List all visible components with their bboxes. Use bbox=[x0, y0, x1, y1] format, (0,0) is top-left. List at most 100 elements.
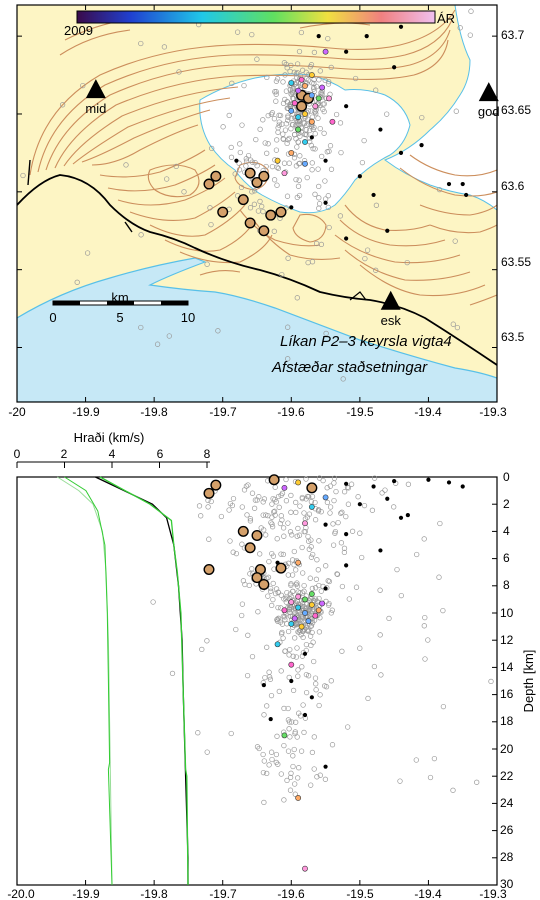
earthquake-marker-small bbox=[302, 131, 309, 137]
earthquake-marker-small bbox=[339, 509, 345, 515]
earthquake-marker-small bbox=[305, 628, 311, 634]
earthquake-marker-small bbox=[299, 590, 306, 596]
earthquake-marker-small bbox=[325, 81, 332, 87]
earthquake-marker-small bbox=[308, 642, 314, 649]
earthquake-marker-small bbox=[292, 781, 298, 787]
earthquake-marker-small bbox=[209, 145, 215, 152]
section-panel: Hraði (km/s) 0 2 4 6 8 0 2 4 6 8 10 12 1… bbox=[7, 430, 536, 900]
earthquake-marker-colored bbox=[302, 83, 308, 89]
earthquake-marker-small bbox=[240, 578, 247, 584]
earthquake-marker-small bbox=[236, 160, 242, 166]
contour-line bbox=[164, 219, 256, 252]
scale-bar-segment bbox=[161, 301, 188, 305]
contour-line bbox=[117, 177, 226, 206]
earthquake-marker-small bbox=[138, 232, 144, 238]
earthquake-marker-small bbox=[287, 734, 293, 740]
earthquake-marker-large bbox=[275, 206, 287, 218]
station-label: mid bbox=[85, 101, 106, 116]
earthquake-marker-small bbox=[255, 208, 262, 214]
earthquake-marker-small bbox=[308, 623, 315, 629]
earthquake-marker-black bbox=[419, 143, 424, 148]
earthquake-marker-small bbox=[283, 88, 290, 94]
contour-line bbox=[91, 124, 199, 166]
earthquake-marker-black bbox=[446, 480, 452, 485]
earthquake-marker-small bbox=[268, 588, 274, 594]
earthquake-marker-colored bbox=[305, 618, 312, 625]
earthquake-marker-small bbox=[269, 524, 276, 530]
earthquake-marker-small bbox=[280, 551, 287, 558]
earthquake-marker-small bbox=[303, 476, 309, 482]
contour-line bbox=[469, 294, 497, 306]
earthquake-marker-small bbox=[138, 40, 144, 47]
earthquake-marker-small bbox=[181, 189, 187, 195]
earthquake-marker-large bbox=[275, 562, 287, 574]
earthquake-marker-small bbox=[227, 500, 234, 507]
earthquake-marker-small bbox=[208, 221, 214, 228]
earthquake-marker-large bbox=[237, 194, 249, 206]
earthquake-marker-small bbox=[414, 551, 420, 558]
earthquake-marker-small bbox=[311, 766, 317, 772]
earthquake-marker-small bbox=[361, 502, 368, 509]
contour-line bbox=[107, 164, 216, 192]
earthquake-marker-small bbox=[315, 166, 321, 172]
earthquake-marker-small bbox=[176, 69, 182, 75]
earthquake-marker-small bbox=[457, 25, 463, 31]
earthquake-marker-small bbox=[324, 499, 331, 506]
earthquake-marker-small bbox=[316, 195, 322, 201]
earthquake-marker-small bbox=[311, 734, 317, 740]
earthquake-marker-small bbox=[298, 748, 305, 754]
earthquake-marker-small bbox=[220, 124, 226, 130]
earthquake-marker-small bbox=[254, 163, 260, 169]
earthquake-marker-small bbox=[304, 174, 310, 181]
earthquake-marker-small bbox=[296, 192, 303, 199]
earthquake-marker-small bbox=[269, 514, 275, 520]
earthquake-marker-small bbox=[274, 536, 280, 542]
earthquake-marker-small bbox=[327, 143, 334, 149]
earthquake-marker-small bbox=[286, 674, 292, 681]
earthquake-marker-small bbox=[431, 755, 438, 762]
earthquake-marker-small bbox=[228, 154, 235, 160]
earthquake-marker-small bbox=[243, 158, 250, 164]
earthquake-marker-small bbox=[278, 492, 284, 498]
earthquake-marker-small bbox=[404, 259, 410, 266]
earthquake-marker-small bbox=[289, 121, 295, 128]
earthquake-marker-small bbox=[269, 756, 275, 763]
earthquake-marker-small bbox=[286, 135, 292, 142]
earthquake-marker-small bbox=[287, 609, 293, 616]
earthquake-marker-small bbox=[312, 499, 318, 506]
scale-bar: km 0 5 10 bbox=[49, 290, 195, 325]
earthquake-marker-black bbox=[234, 158, 239, 163]
earthquake-marker-small bbox=[307, 64, 314, 70]
earthquake-marker-colored bbox=[295, 87, 302, 94]
earthquake-marker-small bbox=[278, 631, 285, 637]
section-frame bbox=[16, 476, 498, 886]
earthquake-marker-small bbox=[323, 330, 329, 337]
earthquake-marker-small bbox=[309, 259, 316, 265]
depth-axis-label: Depth [km] bbox=[521, 650, 536, 713]
contour-line bbox=[199, 269, 241, 276]
earthquake-marker-small bbox=[226, 112, 232, 119]
earthquake-marker-small bbox=[308, 554, 315, 560]
scale-bar-label: 0 bbox=[49, 310, 56, 325]
earthquake-marker-small bbox=[227, 538, 233, 544]
earthquake-marker-small bbox=[273, 586, 280, 592]
earthquake-marker-small bbox=[291, 746, 297, 753]
earthquake-marker-small bbox=[239, 601, 246, 607]
earthquake-marker-small bbox=[422, 656, 428, 662]
earthquake-marker-colored bbox=[312, 612, 319, 619]
earthquake-marker-small bbox=[301, 528, 307, 535]
earthquake-marker-small bbox=[287, 68, 293, 75]
earthquake-marker-small bbox=[279, 121, 285, 127]
earthquake-marker-small bbox=[270, 580, 276, 587]
earthquake-marker-small bbox=[311, 658, 317, 665]
earthquake-marker-small bbox=[290, 763, 296, 770]
earthquake-marker-small bbox=[327, 510, 333, 516]
earthquake-marker-small bbox=[239, 612, 245, 619]
earthquake-marker-small bbox=[249, 490, 256, 496]
earthquake-marker-small bbox=[333, 488, 339, 495]
earthquake-marker-colored bbox=[295, 126, 302, 133]
depth-tick: 26 bbox=[500, 823, 514, 837]
earthquake-marker-small bbox=[357, 645, 363, 651]
earthquake-marker-small bbox=[325, 35, 331, 42]
